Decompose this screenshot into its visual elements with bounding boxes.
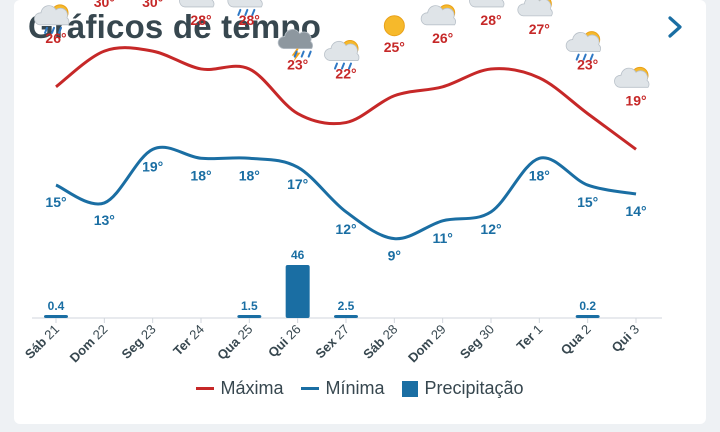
x-tick-label: Dom 22 bbox=[67, 322, 111, 366]
max-temp-label: 26° bbox=[45, 30, 66, 46]
x-tick-label: Qui 26 bbox=[265, 322, 304, 361]
max-temp-label: 22° bbox=[335, 66, 356, 82]
min-temp-label: 18° bbox=[529, 167, 550, 183]
chart-legend: Máxima Mínima Precipitação bbox=[0, 378, 720, 399]
min-temp-label: 12° bbox=[335, 221, 356, 237]
legend-max-label: Máxima bbox=[220, 378, 284, 398]
x-tick-label: Sáb 21 bbox=[22, 322, 62, 362]
x-tick-label: Seg 23 bbox=[119, 322, 159, 362]
page-title: Gráficos de tempo bbox=[28, 8, 322, 45]
min-temp-label: 18° bbox=[239, 167, 260, 183]
precip-label: 0.2 bbox=[579, 299, 596, 313]
precip-bar[interactable] bbox=[237, 315, 262, 318]
max-temp-label: 27° bbox=[529, 21, 550, 37]
max-temp-line bbox=[55, 46, 637, 151]
legend-max[interactable]: Máxima bbox=[196, 378, 283, 399]
rain-sun-weather-icon bbox=[34, 4, 70, 34]
max-temp-label: 28° bbox=[239, 12, 260, 28]
sun-cloud-weather-icon bbox=[420, 4, 457, 26]
chevron-right-icon[interactable] bbox=[660, 12, 690, 42]
max-temp-label: 25° bbox=[384, 39, 405, 55]
max-temp-label: 23° bbox=[287, 57, 308, 73]
legend-precip[interactable]: Precipitação bbox=[402, 378, 524, 399]
legend-min-swatch bbox=[301, 387, 320, 390]
rain-sun-weather-icon bbox=[324, 40, 360, 70]
sun-cloud-weather-icon bbox=[517, 0, 553, 17]
precip-bar[interactable] bbox=[575, 315, 600, 318]
max-temp-label: 19° bbox=[625, 92, 646, 108]
precip-bar[interactable] bbox=[334, 315, 358, 318]
min-temp-label: 13° bbox=[94, 212, 115, 228]
weather-chart: 0.4 1.5 46 2.5 0.2 15° 13° 19° 18° 18° 17° 12° 9° 11°… bbox=[22, 0, 662, 366]
storm-weather-icon bbox=[277, 29, 314, 62]
rain-sun-weather-icon bbox=[565, 31, 602, 61]
min-temp-label: 14° bbox=[625, 203, 646, 219]
legend-max-swatch bbox=[196, 387, 215, 390]
legend-precip-label: Precipitação bbox=[424, 378, 524, 398]
min-temp-label: 11° bbox=[432, 230, 452, 246]
min-temp-label: 17° bbox=[287, 176, 308, 192]
min-temp-label: 18° bbox=[190, 167, 211, 183]
precip-bar[interactable] bbox=[285, 265, 310, 318]
x-tick-label: Sáb 28 bbox=[360, 322, 400, 362]
min-temp-label: 15° bbox=[45, 194, 66, 210]
max-temp-label: 30° bbox=[142, 0, 163, 10]
precip-label: 0.4 bbox=[48, 299, 65, 313]
x-tick-label: Ter 24 bbox=[170, 322, 207, 359]
precip-label: 1.5 bbox=[241, 299, 258, 313]
legend-min[interactable]: Mínima bbox=[301, 378, 384, 399]
precip-label: 46 bbox=[291, 248, 305, 262]
x-tick-label: Dom 29 bbox=[405, 322, 449, 366]
sun-weather-icon bbox=[383, 15, 405, 37]
min-temp-label: 19° bbox=[142, 158, 163, 174]
max-temp-label: 26° bbox=[432, 30, 453, 46]
max-temp-label: 28° bbox=[190, 12, 211, 28]
rain-sun-weather-icon bbox=[227, 0, 263, 16]
x-tick-label: Sex 27 bbox=[312, 322, 352, 362]
min-temp-line bbox=[55, 145, 637, 241]
x-tick-label: Ter 1 bbox=[514, 322, 546, 354]
min-temp-label: 12° bbox=[480, 221, 501, 237]
max-temp-label: 30° bbox=[94, 0, 115, 10]
legend-precip-swatch bbox=[402, 380, 419, 397]
max-temp-label: 23° bbox=[577, 57, 598, 73]
min-temp-label: 15° bbox=[577, 194, 598, 210]
sun-cloud-weather-icon bbox=[469, 0, 505, 8]
sun-cloud-weather-icon bbox=[614, 66, 650, 88]
x-tick-label: Qua 2 bbox=[558, 322, 594, 358]
max-temp-label: 28° bbox=[480, 12, 501, 28]
sun-cloud-weather-icon bbox=[179, 0, 215, 8]
min-temp-label: 9° bbox=[388, 248, 401, 264]
x-tick-label: Qua 25 bbox=[214, 322, 255, 363]
precip-label: 2.5 bbox=[338, 299, 355, 313]
precip-bar[interactable] bbox=[44, 315, 68, 318]
weather-charts-card bbox=[14, 0, 706, 424]
x-tick-label: Qui 3 bbox=[609, 322, 643, 356]
legend-min-label: Mínima bbox=[325, 378, 385, 398]
x-tick-label: Seg 30 bbox=[457, 322, 497, 362]
